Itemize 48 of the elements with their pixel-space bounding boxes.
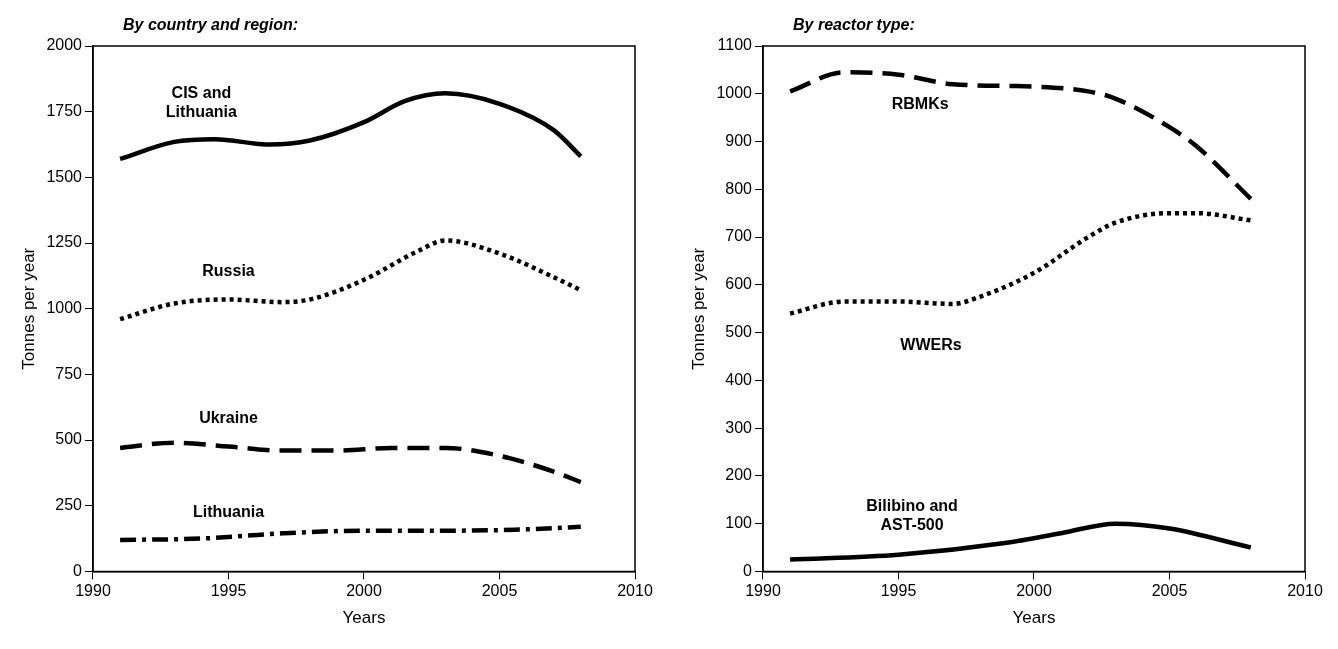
x-axis-title: Years bbox=[1012, 608, 1056, 628]
y-tick-label: 500 bbox=[55, 430, 83, 448]
y-tick-label: 1000 bbox=[46, 299, 83, 317]
series-label: Russia bbox=[202, 261, 255, 279]
y-tick-label: 800 bbox=[725, 179, 753, 197]
x-tick-label: 2005 bbox=[1151, 582, 1188, 600]
x-tick-label: 2010 bbox=[617, 582, 653, 600]
series-label: RBMKs bbox=[891, 94, 949, 112]
line-series bbox=[787, 70, 1254, 202]
x-tick-label: 2000 bbox=[346, 582, 382, 600]
y-tick-label: 1000 bbox=[716, 84, 753, 102]
x-tick-label: 1995 bbox=[210, 582, 247, 600]
chart-title: By country and region: bbox=[123, 16, 299, 34]
chart-title: By reactor type: bbox=[793, 16, 915, 34]
series-label: Ukraine bbox=[199, 408, 258, 426]
y-tick-label: 500 bbox=[725, 322, 753, 340]
line-series bbox=[117, 440, 584, 485]
y-tick-label: 700 bbox=[725, 227, 753, 245]
x-tick-label: 2010 bbox=[1287, 582, 1323, 600]
x-axis-title: Years bbox=[342, 608, 386, 628]
x-tick-label: 1995 bbox=[880, 582, 917, 600]
text: WWERs bbox=[900, 335, 962, 353]
y-tick-label: 0 bbox=[73, 561, 83, 579]
y-tick-label: 900 bbox=[725, 131, 753, 149]
y-tick-label: 600 bbox=[725, 275, 753, 293]
y-tick-label: 200 bbox=[725, 466, 753, 484]
y-tick-label: 750 bbox=[55, 364, 83, 382]
series-label: Lithuania bbox=[192, 502, 265, 520]
series-label: CIS and Lithuania bbox=[165, 83, 238, 120]
y-tick-label: 400 bbox=[725, 370, 753, 388]
y-tick-label: 250 bbox=[55, 496, 83, 514]
line-series bbox=[117, 524, 584, 543]
x-tick-label: 2005 bbox=[481, 582, 518, 600]
x-tick-label: 1990 bbox=[75, 582, 111, 600]
y-tick-label: 100 bbox=[725, 514, 753, 532]
y-axis-title: Tonnes per year bbox=[18, 247, 38, 370]
x-tick-label: 1990 bbox=[745, 582, 781, 600]
y-tick-label: 2000 bbox=[46, 36, 83, 54]
y-tick-label: 300 bbox=[725, 418, 753, 436]
y-tick-label: 0 bbox=[743, 561, 753, 579]
line-series bbox=[787, 210, 1254, 316]
y-tick-label: 1750 bbox=[46, 102, 83, 120]
series-label: Bilibino and AST-500 bbox=[866, 497, 958, 534]
y-tick-label: 1250 bbox=[46, 233, 83, 251]
y-axis-title: Tonnes per year bbox=[688, 247, 708, 370]
x-tick-label: 2000 bbox=[1016, 582, 1052, 600]
y-tick-label: 1500 bbox=[46, 167, 83, 185]
y-tick-label: 1100 bbox=[717, 36, 753, 54]
